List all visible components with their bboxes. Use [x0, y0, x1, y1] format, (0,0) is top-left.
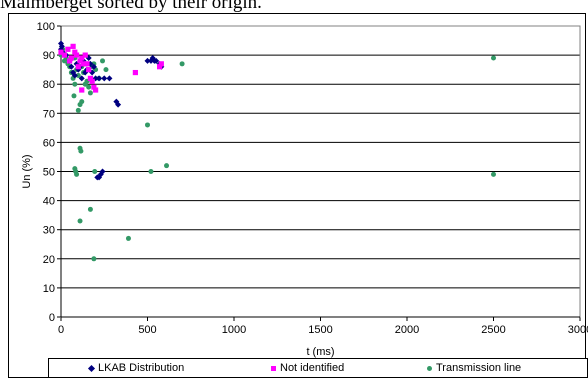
legend-item: Not identified [271, 362, 344, 374]
data-point [87, 90, 93, 96]
figure-caption: Malmberget sorted by their origin. [0, 0, 262, 13]
data-point [58, 49, 64, 55]
axes [57, 25, 581, 321]
legend-marker [271, 365, 276, 371]
x-tick-label: 500 [138, 324, 156, 336]
legend-item: Transmission line [427, 362, 521, 374]
legend-label: Transmission line [436, 362, 522, 374]
x-axis-title: t (ms) [306, 346, 334, 358]
data-point [145, 122, 150, 128]
data-point [132, 69, 138, 76]
series-1 [58, 43, 164, 93]
data-point [90, 63, 97, 70]
x-tick-label: 2500 [481, 324, 505, 336]
y-tick-label: 10 [43, 283, 55, 295]
data-point [74, 171, 80, 177]
data-point [77, 218, 83, 224]
data-point [75, 72, 81, 78]
y-axis-title: Un (%) [21, 154, 33, 188]
data-point [75, 64, 81, 70]
x-tick-label: 3000 [568, 324, 588, 336]
y-tick-label: 60 [43, 137, 55, 149]
data-point [491, 171, 496, 177]
data-point [71, 72, 78, 79]
x-tick-label: 1500 [308, 324, 332, 336]
data-point [144, 57, 151, 64]
y-tick-label: 20 [43, 254, 55, 266]
data-point [72, 81, 78, 87]
data-point [92, 169, 98, 174]
data-point [91, 84, 97, 90]
data-point [58, 43, 65, 50]
data-point [71, 93, 77, 99]
data-point [158, 61, 164, 67]
data-point [86, 84, 92, 90]
grid-lines [61, 25, 580, 318]
data-point [87, 75, 94, 81]
data-point [79, 87, 85, 93]
x-tick-label: 0 [58, 324, 64, 336]
data-points [58, 40, 496, 262]
data-point [125, 235, 131, 241]
y-tick-label: 80 [43, 79, 55, 91]
data-point [61, 52, 68, 58]
data-point [89, 78, 95, 84]
data-point [115, 101, 122, 108]
legend-label: LKAB Distribution [98, 362, 185, 374]
y-tick-label: 40 [43, 196, 55, 208]
data-point [179, 61, 185, 67]
series-0 [58, 40, 165, 181]
data-point [72, 49, 78, 55]
data-point [65, 46, 71, 52]
data-point [106, 75, 113, 82]
y-tick-label: 0 [49, 312, 55, 324]
y-tick-label: 100 [37, 21, 55, 33]
data-point [78, 148, 84, 154]
data-point [91, 256, 97, 262]
data-point [87, 206, 93, 212]
data-point [93, 87, 99, 93]
chart-legend: LKAB Distribution Not identified Transmiss… [48, 358, 588, 378]
data-point [82, 52, 88, 58]
y-tick-label: 30 [43, 225, 55, 237]
y-tick-label: 70 [43, 108, 55, 120]
data-point [153, 57, 160, 64]
y-tick-label: 50 [43, 167, 55, 179]
y-tick-label: 90 [43, 50, 55, 62]
legend-label: Not identified [280, 362, 345, 374]
data-point [100, 58, 106, 64]
data-point [78, 75, 85, 82]
data-point [70, 43, 76, 49]
legend-item: LKAB Distribution [87, 362, 185, 374]
legend-marker [87, 364, 96, 372]
data-point [99, 168, 106, 175]
data-point [101, 75, 108, 82]
data-point [157, 64, 163, 70]
data-point [148, 169, 154, 174]
data-point [84, 61, 90, 67]
legend-marker [427, 365, 432, 371]
data-point [86, 67, 92, 73]
data-point [103, 67, 109, 73]
data-point [67, 58, 73, 64]
x-tick-label: 2000 [395, 324, 419, 336]
x-tick-label: 1000 [222, 324, 246, 336]
series-2 [58, 46, 496, 262]
data-point [80, 61, 87, 67]
data-point [79, 55, 85, 61]
data-point [75, 107, 81, 113]
data-point [77, 58, 83, 64]
data-point [73, 52, 80, 58]
data-point [164, 163, 170, 169]
data-point [68, 55, 74, 61]
data-point [491, 55, 496, 61]
data-point [96, 75, 103, 82]
data-point [79, 99, 85, 105]
data-point [68, 63, 75, 70]
